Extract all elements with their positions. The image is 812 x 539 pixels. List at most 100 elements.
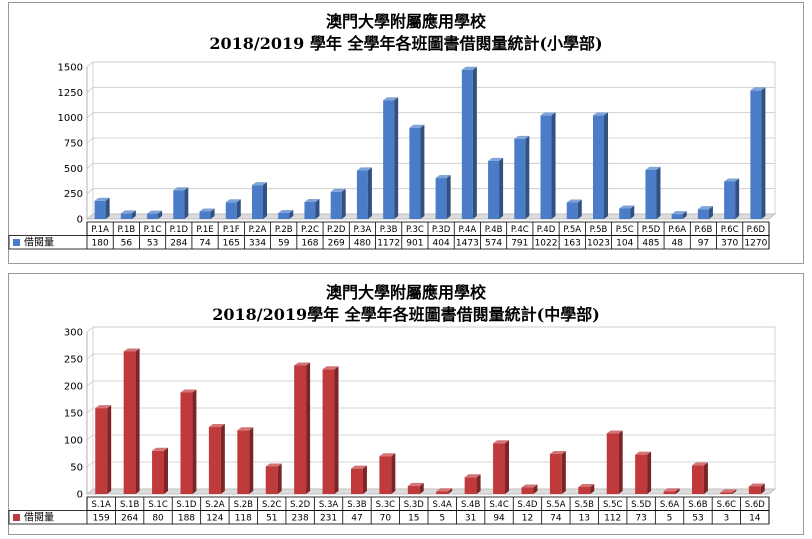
gridline-diag xyxy=(86,61,94,68)
bar xyxy=(635,451,652,494)
bar-side xyxy=(105,197,110,219)
bar-top xyxy=(720,489,737,493)
bar-side xyxy=(499,157,504,219)
bar-front xyxy=(350,468,363,494)
y-tick-label: 1000 xyxy=(58,113,83,124)
bar xyxy=(549,451,566,494)
data-label: 5 xyxy=(439,514,445,524)
bar-front xyxy=(549,454,562,494)
bar xyxy=(592,112,609,219)
bar xyxy=(237,427,254,494)
y-tick-label: 250 xyxy=(64,189,83,200)
bar xyxy=(180,389,197,494)
y-tick-label: 750 xyxy=(64,139,83,150)
bar-side xyxy=(391,453,396,494)
bar-top xyxy=(514,135,530,139)
bar-front xyxy=(94,200,106,219)
data-label: 163 xyxy=(564,239,581,249)
bar-front xyxy=(488,160,500,219)
bar-chart-secondary: 0 50 100 150 200 250 300 S.1A 159 S.1B 264 S.1C 80 S.… xyxy=(8,326,777,525)
bar-top xyxy=(435,175,451,179)
data-label: 74 xyxy=(550,514,562,524)
bar-front xyxy=(578,486,591,494)
bar-front xyxy=(724,181,736,219)
bar xyxy=(566,199,582,219)
bar-front xyxy=(436,491,449,494)
bar xyxy=(94,197,110,219)
bar-side xyxy=(236,199,241,219)
bar-top xyxy=(691,462,708,466)
bar-front xyxy=(199,211,211,219)
bar-front xyxy=(409,127,421,219)
x-tick-label: P.2C xyxy=(301,225,319,235)
bar-front xyxy=(356,170,368,219)
bar-top xyxy=(294,362,311,366)
data-label: 1023 xyxy=(587,239,610,249)
data-label: 485 xyxy=(642,239,659,249)
bar xyxy=(720,489,737,494)
data-label: 124 xyxy=(206,514,223,524)
x-tick-label: S.1C xyxy=(148,500,168,510)
bar-top xyxy=(173,187,189,191)
bar xyxy=(697,206,713,219)
bar-top xyxy=(265,463,282,467)
data-label: 3 xyxy=(724,514,730,524)
bar-front xyxy=(120,213,132,219)
x-tick-label: S.2C xyxy=(262,500,282,510)
bar xyxy=(488,157,504,219)
legend-series-name: 借閱量 xyxy=(24,512,54,524)
bar-side xyxy=(618,430,623,494)
bar xyxy=(152,447,169,494)
bar-top xyxy=(750,87,766,91)
bar xyxy=(409,124,425,219)
bar-top xyxy=(379,453,396,457)
data-label: 269 xyxy=(328,239,345,249)
data-label: 165 xyxy=(223,239,240,249)
bar xyxy=(383,97,399,219)
data-label: 480 xyxy=(354,239,371,249)
data-label: 97 xyxy=(698,239,709,249)
data-label: 51 xyxy=(266,514,277,524)
bar xyxy=(663,488,680,494)
bar-side xyxy=(703,462,708,494)
bar xyxy=(619,205,635,219)
data-label: 1270 xyxy=(744,239,767,249)
bar-front xyxy=(304,201,316,219)
x-tick-label: P.1C xyxy=(144,225,162,235)
bar xyxy=(461,66,477,220)
x-tick-label: P.1F xyxy=(223,225,240,235)
bar-side xyxy=(164,447,169,494)
x-tick-label: P.2B xyxy=(275,225,293,235)
bar-front xyxy=(645,169,657,219)
data-label: 1473 xyxy=(456,239,479,249)
bar-side xyxy=(682,211,687,219)
data-label: 15 xyxy=(408,514,419,524)
x-tick-label: P.3D xyxy=(432,225,451,235)
data-label: 791 xyxy=(511,239,528,249)
bar-front xyxy=(147,213,159,219)
data-label: 5 xyxy=(667,514,673,524)
y-tick-label: 0 xyxy=(77,215,83,226)
bar-top xyxy=(208,424,225,428)
bar-top xyxy=(566,199,582,203)
bar xyxy=(436,488,453,494)
bar-top xyxy=(237,427,254,431)
bar-top xyxy=(95,405,112,409)
bar xyxy=(350,465,367,494)
bar xyxy=(606,430,623,494)
bar-side xyxy=(561,451,566,494)
bar-side xyxy=(135,348,140,494)
bar-top xyxy=(152,447,169,451)
bar-front xyxy=(461,69,473,220)
chart-subtitle: 2018/2019 學年 全學年各班圖書借閱量統計(小學部) xyxy=(209,34,603,53)
x-tick-label: P.6B xyxy=(695,225,713,235)
chart-panel-secondary: 澳門大學附屬應用學校 2018/2019學年 全學年各班圖書借閱量統計(中學部)… xyxy=(8,273,804,535)
bar-side xyxy=(394,97,399,219)
bar-front xyxy=(265,466,278,494)
bar-top xyxy=(493,440,510,444)
bar-side xyxy=(732,489,737,494)
x-tick-label: P.1E xyxy=(196,225,213,235)
gridline-diag xyxy=(86,137,94,144)
data-label: 118 xyxy=(235,514,252,524)
bar-top xyxy=(606,430,623,434)
